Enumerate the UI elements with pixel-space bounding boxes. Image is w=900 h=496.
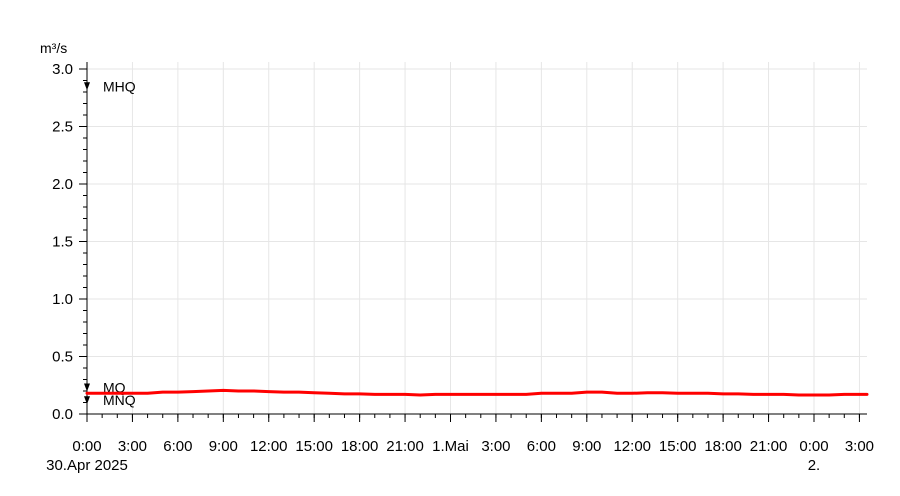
reference-label-mnq: MNQ (103, 392, 136, 408)
x-tick-label: 3:00 (481, 438, 510, 455)
grid-lines (87, 62, 867, 414)
y-tick-label: 1.5 (52, 234, 73, 251)
x-tick-label: 18:00 (704, 438, 742, 455)
x-tick-label: 0:00 (799, 438, 828, 455)
y-tick-label: 2.0 (52, 176, 73, 193)
x-tick-label: 21:00 (386, 438, 424, 455)
reference-label-mhq: MHQ (103, 78, 136, 94)
x-tick-label: 9:00 (209, 438, 238, 455)
y-tick-label: 1.0 (52, 291, 73, 308)
y-tick-label: 3.0 (52, 61, 73, 78)
x-tick-label: 15:00 (659, 438, 697, 455)
x-tick-label: 18:00 (341, 438, 379, 455)
reference-marker-mq (84, 383, 90, 392)
x-tick-label: 6:00 (527, 438, 556, 455)
y-tick-label: 0.0 (52, 406, 73, 423)
discharge-line (85, 388, 869, 397)
x-tick-label: 6:00 (163, 438, 192, 455)
y-tick-label: 0.5 (52, 349, 73, 366)
reference-label-mq: MQ (103, 380, 126, 396)
x-tick-label: 1.Mai (432, 438, 469, 455)
x-tick-label: 9:00 (572, 438, 601, 455)
x-tick-label: 12:00 (613, 438, 651, 455)
x-tick-label: 3:00 (118, 438, 147, 455)
reference-marker-mnq (84, 396, 90, 405)
x-date-label: 30.Apr 2025 (46, 457, 128, 474)
x-date-label: 2. (808, 457, 821, 474)
x-axis-ticks: 0:00 3:00 6:00 9:00 12:00 15:00 18:00 21:00 1.Ma… (46, 414, 874, 474)
x-tick-label: 3:00 (845, 438, 874, 455)
y-axis-unit: m³/s (40, 40, 67, 56)
x-tick-label: 21:00 (750, 438, 788, 455)
x-tick-label: 0:00 (72, 438, 101, 455)
x-tick-label: 15:00 (295, 438, 333, 455)
reference-marker-mhq (84, 82, 90, 91)
y-tick-label: 2.5 (52, 119, 73, 136)
x-tick-label: 12:00 (250, 438, 288, 455)
series-group (85, 388, 869, 397)
axes (86, 62, 867, 415)
y-axis-ticks: 0.0 0.5 1.0 1.5 2.0 2.5 3.0 (52, 61, 87, 423)
